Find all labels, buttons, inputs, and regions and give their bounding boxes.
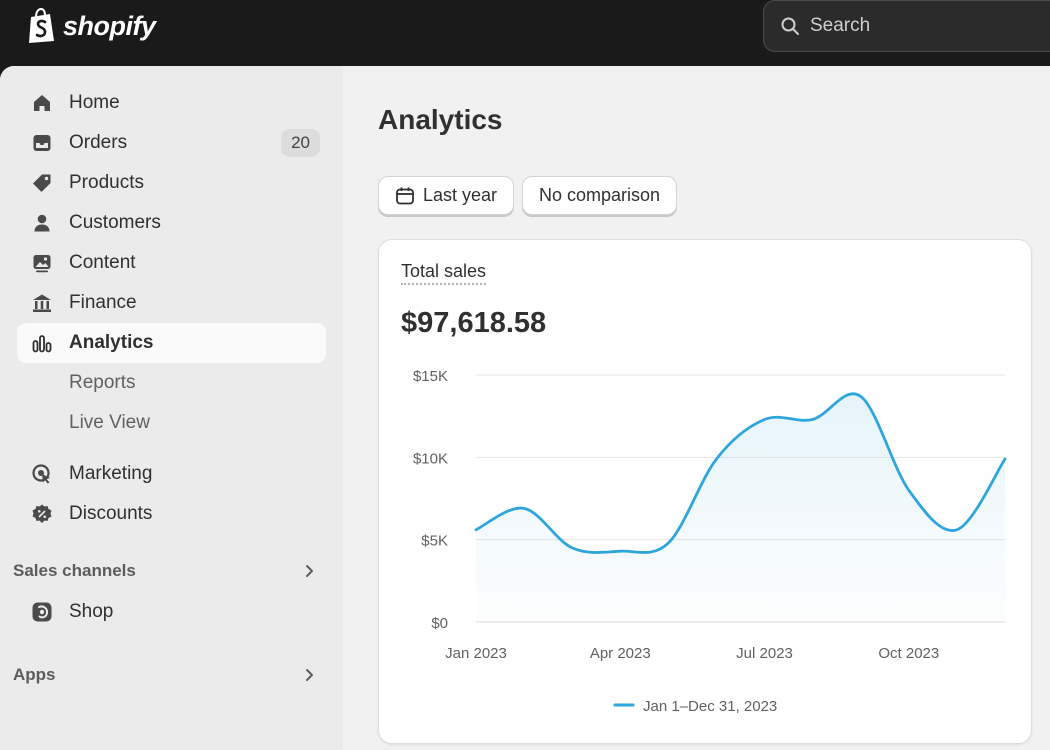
brand-name: shopify: [63, 10, 156, 41]
inbox-icon: [33, 135, 51, 151]
y-tick-label: $10K: [413, 450, 448, 467]
shopify-bag-icon: [29, 8, 54, 43]
legend-label: Jan 1–Dec 31, 2023: [643, 698, 777, 715]
calendar-icon: [396, 187, 414, 204]
sidebar-item-label: Live View: [69, 412, 150, 433]
sidebar-item-home[interactable]: Home: [17, 83, 326, 123]
y-tick-label: $5K: [421, 533, 448, 550]
sidebar-item-label: Products: [69, 172, 144, 193]
sidebar-item-customers[interactable]: Customers: [17, 203, 326, 243]
x-tick-label: Oct 2023: [878, 645, 939, 662]
sidebar-item-marketing[interactable]: Marketing: [17, 454, 326, 494]
sidebar-item-label: Marketing: [69, 463, 153, 484]
image-icon: [33, 255, 51, 273]
sales-line-chart: $0 $5K $10K $15K Jan 2023 Apr 2023 Jul 2023 Oct…: [413, 368, 1007, 715]
app-frame: Home Orders 20 Products Customers: [0, 66, 1050, 750]
home-icon: [34, 95, 50, 111]
sales-line: [474, 392, 1007, 554]
chevron-right-icon: [306, 565, 313, 577]
sidebar-item-label: Reports: [69, 372, 136, 393]
card-title[interactable]: Total sales: [401, 261, 487, 285]
bank-icon: [33, 294, 51, 312]
sidebar-item-label: Shop: [69, 601, 114, 622]
date-range-label: Last year: [423, 185, 498, 205]
sidebar-item-label: Discounts: [69, 503, 153, 524]
shopify-logo[interactable]: shopify: [26, 8, 156, 44]
discount-icon: [32, 504, 52, 523]
area-fill: [476, 393, 1005, 622]
bar-chart-icon: [32, 335, 52, 353]
sidebar-item-label: Home: [69, 92, 120, 113]
top-bar: shopify Search: [0, 0, 1050, 66]
search-placeholder: Search: [810, 15, 871, 36]
page-title: Analytics: [378, 104, 503, 135]
sidebar-item-products[interactable]: Products: [17, 163, 326, 203]
sidebar-item-label: Customers: [69, 212, 161, 233]
sidebar-item-label: Finance: [69, 292, 137, 313]
sidebar-item-analytics[interactable]: Analytics: [17, 323, 326, 363]
section-label: Sales channels: [13, 561, 136, 580]
search-input[interactable]: Search: [763, 0, 1050, 52]
sidebar-item-live-view[interactable]: Live View: [17, 403, 326, 443]
x-tick-label: Jan 2023: [445, 645, 507, 662]
total-sales-value: $97,618.58: [401, 307, 547, 339]
shop-icon: [32, 602, 52, 622]
sidebar-item-reports[interactable]: Reports: [17, 363, 326, 403]
x-tick-label: Apr 2023: [590, 645, 651, 662]
sidebar: Home Orders 20 Products Customers: [0, 66, 343, 750]
y-tick-label: $15K: [413, 368, 448, 385]
comparison-button[interactable]: No comparison: [522, 176, 678, 215]
chevron-right-icon: [306, 669, 313, 681]
sidebar-item-shop[interactable]: Shop: [17, 592, 326, 632]
x-tick-label: Jul 2023: [736, 645, 793, 662]
sidebar-item-discounts[interactable]: Discounts: [17, 494, 326, 534]
sidebar-item-label: Content: [69, 252, 136, 273]
sidebar-item-content[interactable]: Content: [17, 243, 326, 283]
main-content: Analytics Last year No comparison Total …: [343, 66, 1050, 750]
target-icon: [32, 464, 50, 484]
sidebar-item-label: Analytics: [69, 332, 154, 353]
y-tick-label: $0: [431, 615, 448, 632]
date-range-button[interactable]: Last year: [378, 176, 515, 215]
sidebar-item-finance[interactable]: Finance: [17, 283, 326, 323]
apps-section[interactable]: Apps: [13, 660, 326, 690]
sales-channels-section[interactable]: Sales channels: [13, 556, 326, 586]
sidebar-item-label: Orders: [69, 132, 128, 153]
search-icon: [781, 17, 799, 35]
tag-icon: [33, 174, 51, 192]
section-label: Apps: [13, 665, 56, 684]
total-sales-card: Total sales $97,618.58 $0 $5K $10K $15K Jan …: [378, 239, 1032, 744]
comparison-label: No comparison: [539, 185, 661, 205]
person-icon: [34, 214, 50, 232]
sidebar-item-orders[interactable]: Orders 20: [17, 123, 326, 163]
orders-count-badge: 20: [281, 129, 320, 157]
